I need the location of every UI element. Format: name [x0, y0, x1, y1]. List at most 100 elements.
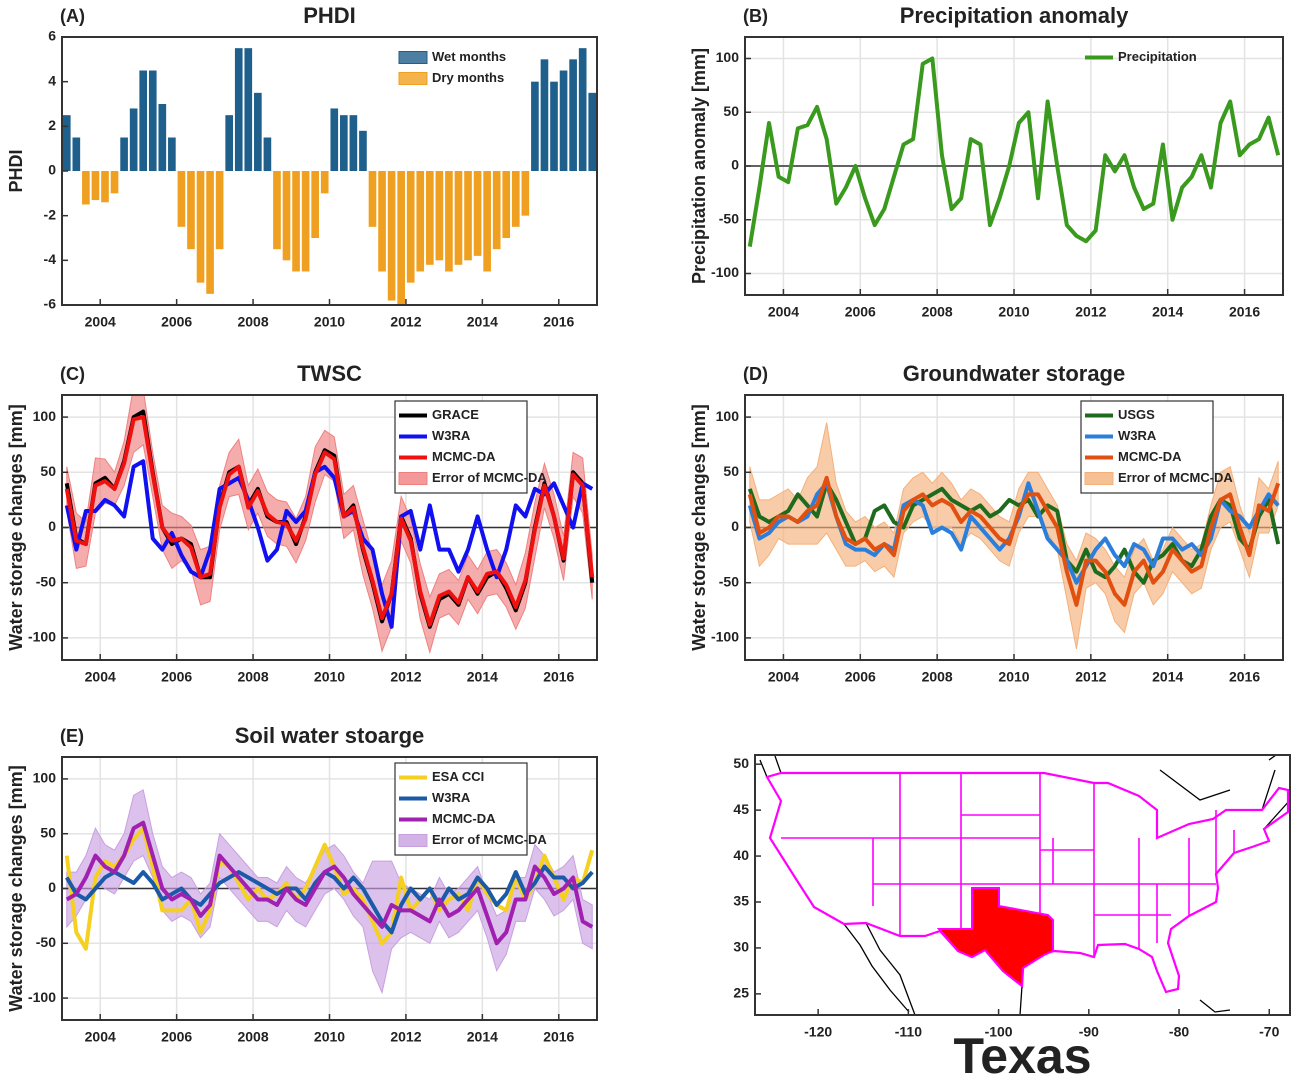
x-tick-label: 2016	[1229, 304, 1260, 320]
x-tick-label: -90	[1079, 1024, 1099, 1040]
x-tick-label: 2010	[998, 304, 1029, 320]
legend-label: Wet months	[432, 49, 506, 64]
legend-label: W3RA	[1118, 428, 1157, 443]
x-tick-label: 2012	[1075, 304, 1106, 320]
bar	[368, 171, 377, 227]
axes-frame	[754, 754, 1291, 1016]
x-tick-label: 2004	[85, 669, 116, 685]
map-shapes	[759, 755, 1290, 1015]
line	[64, 415, 595, 627]
bar	[340, 115, 348, 171]
bar	[311, 171, 319, 238]
panel-label: (A)	[60, 6, 85, 26]
y-axis-label: Water storage changes [mm]	[689, 404, 709, 650]
y-tick-label: -4	[44, 251, 57, 267]
x-tick-label: -70	[1259, 1024, 1279, 1040]
bar	[91, 171, 100, 201]
bar	[168, 137, 176, 171]
axes-frame	[744, 36, 1284, 296]
x-tick-label: 2010	[314, 669, 345, 685]
y-tick-label: 50	[723, 463, 739, 479]
x-tick-label: 2004	[768, 304, 799, 320]
bar	[540, 59, 549, 172]
x-tick-label: 2014	[1152, 669, 1183, 685]
line	[64, 826, 595, 951]
legend-label: Error of MCMC-DA	[432, 832, 547, 847]
chart-title: Groundwater storage	[903, 361, 1125, 386]
bar	[492, 171, 501, 250]
y-tick-label: 0	[731, 157, 739, 173]
bar	[301, 171, 310, 272]
axes-frame	[61, 756, 598, 1021]
bar	[234, 48, 243, 171]
legend-label: MCMC-DA	[432, 811, 496, 826]
y-tick-label: 100	[33, 408, 57, 424]
legend-swatch	[398, 51, 428, 64]
x-tick-label: 2010	[998, 669, 1029, 685]
y-tick-label: 50	[40, 824, 56, 840]
x-tick-label: 2012	[390, 669, 421, 685]
y-tick-label: -100	[711, 264, 739, 280]
legend-label: Error of MCMC-DA	[432, 470, 547, 485]
plot-area	[62, 757, 597, 1020]
bar	[416, 171, 425, 272]
y-axis-label: Water storage changes [mm]	[6, 765, 26, 1011]
x-tick-label: 2016	[1229, 669, 1260, 685]
state-borders	[781, 773, 1235, 957]
bar	[101, 171, 109, 203]
line	[65, 820, 594, 946]
line	[747, 481, 1281, 585]
axes-frame	[61, 36, 598, 306]
bar	[559, 70, 568, 171]
chart-title: Precipitation anomaly	[900, 3, 1129, 28]
y-tick-label: -50	[36, 573, 56, 589]
bar	[569, 59, 577, 172]
bar	[72, 137, 81, 171]
x-tick-label: 2014	[467, 669, 498, 685]
y-tick-label: 6	[48, 28, 56, 44]
y-tick-label: 0	[48, 518, 56, 534]
legend-label: Dry months	[432, 70, 504, 85]
y-tick-label: 0	[48, 162, 56, 178]
panel-label: (E)	[60, 726, 84, 746]
legend-label: ESA CCI	[432, 769, 484, 784]
bar	[110, 171, 119, 194]
line	[747, 56, 1281, 247]
x-tick-label: -110	[895, 1024, 922, 1040]
bar	[148, 70, 157, 171]
x-tick-label: 2006	[845, 669, 876, 685]
x-tick-label: 2012	[1075, 669, 1106, 685]
us-outline	[765, 771, 1290, 994]
legend-swatch	[1084, 472, 1114, 485]
bar	[349, 115, 358, 171]
bar	[521, 171, 530, 216]
bar	[454, 171, 463, 265]
x-tick-label: 2016	[543, 1029, 574, 1045]
bar	[435, 171, 444, 261]
legend-swatch	[398, 72, 428, 85]
bar	[425, 171, 434, 265]
coastline	[759, 755, 1290, 1015]
x-tick-label: 2016	[543, 669, 574, 685]
y-tick-label: 50	[733, 755, 749, 771]
bar	[473, 171, 482, 256]
chart-title: Soil water stoarge	[235, 723, 425, 748]
legend-label: Error of MCMC-DA	[1118, 470, 1233, 485]
chart-title: TWSC	[297, 361, 362, 386]
y-tick-label: 100	[33, 770, 57, 786]
bar	[263, 137, 272, 171]
bar	[406, 171, 415, 283]
legend-label: W3RA	[432, 428, 471, 443]
error-band	[66, 395, 593, 655]
y-tick-label: 25	[733, 985, 749, 1001]
bar	[129, 108, 138, 171]
y-tick-label: -50	[36, 934, 56, 950]
y-tick-label: -100	[711, 629, 739, 645]
legend-swatch	[398, 834, 428, 847]
x-tick-label: -100	[985, 1024, 1013, 1040]
x-tick-label: 2006	[161, 1029, 192, 1045]
x-tick-label: 2006	[161, 314, 192, 330]
x-tick-label: 2008	[237, 314, 268, 330]
y-axis-label: Water storage changes [mm]	[6, 404, 26, 650]
panel-label: (C)	[60, 364, 85, 384]
